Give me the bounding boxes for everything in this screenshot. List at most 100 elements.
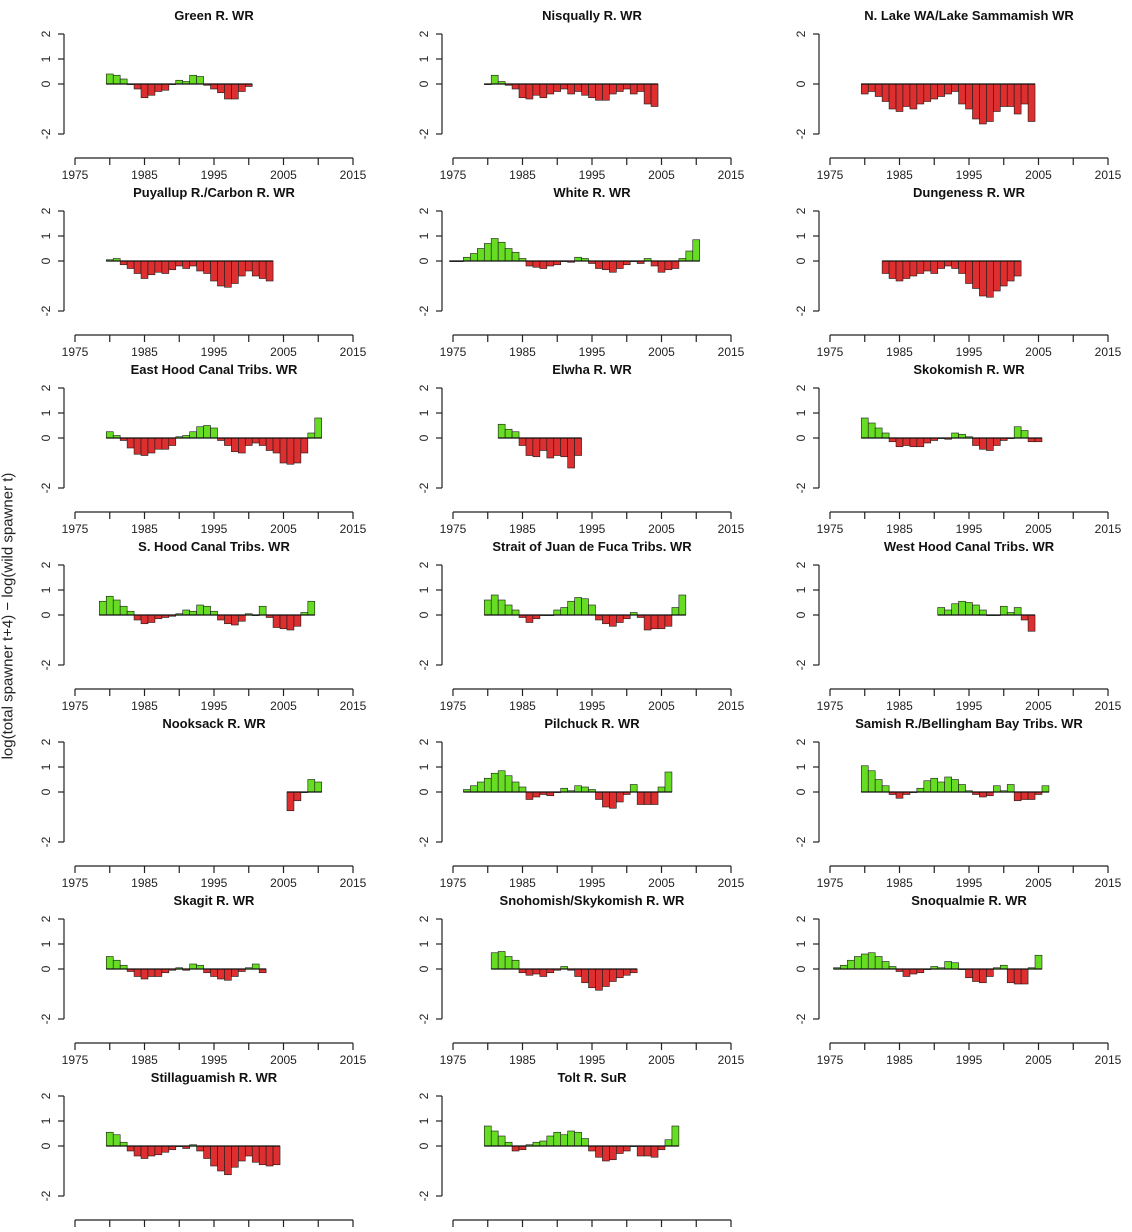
- y-tick-label: 2: [417, 1092, 431, 1099]
- bar: [643, 1145, 652, 1157]
- bar: [279, 437, 288, 464]
- x-tick-label: 1975: [440, 1053, 467, 1067]
- bar: [497, 770, 506, 793]
- bar: [511, 83, 520, 90]
- bar: [616, 968, 624, 979]
- bar: [1020, 614, 1029, 621]
- x-tick-label: 2005: [1025, 1053, 1052, 1067]
- bar: [112, 1134, 121, 1147]
- y-tick-label: -2: [417, 1190, 431, 1201]
- bar: [588, 968, 596, 989]
- x-tick-label: 1995: [201, 1053, 228, 1067]
- bar: [161, 1145, 170, 1153]
- bar: [133, 260, 142, 274]
- bar: [979, 260, 987, 297]
- panel: Nisqually R. WR -2 0 1 2 1975 1985 1995 2005 2015: [417, 8, 744, 182]
- bar: [567, 437, 575, 469]
- x-tick-label: 2005: [1025, 699, 1052, 713]
- bar: [539, 437, 548, 451]
- bar: [622, 1145, 631, 1152]
- bar: [581, 83, 589, 96]
- bar: [189, 963, 197, 970]
- bar: [937, 607, 945, 616]
- bar: [860, 953, 869, 970]
- bar: [958, 600, 966, 616]
- panel: Nooksack R. WR -2 0 1 2 1975 1985 1995 2005 2015: [39, 716, 366, 890]
- x-tick-label: 1975: [62, 522, 89, 536]
- panel-title: Elwha R. WR: [552, 362, 632, 377]
- bar: [105, 73, 114, 85]
- y-tick-label: 0: [417, 611, 431, 618]
- y-tick-label: 1: [794, 409, 808, 416]
- panel-title: Puyallup R./Carbon R. WR: [133, 185, 295, 200]
- bar: [944, 776, 952, 793]
- bar: [979, 968, 987, 984]
- bar: [951, 260, 959, 269]
- bar: [923, 83, 932, 102]
- bar: [182, 260, 190, 269]
- bar: [930, 83, 939, 100]
- y-tick-label: 0: [794, 965, 808, 972]
- x-tick-label: 2015: [718, 522, 745, 536]
- bar: [993, 83, 1001, 112]
- x-tick-label: 2015: [718, 699, 745, 713]
- y-tick-label: 1: [39, 55, 53, 62]
- y-tick-label: 2: [417, 915, 431, 922]
- bar: [105, 431, 114, 439]
- bar: [238, 260, 246, 277]
- y-tick-label: 2: [794, 738, 808, 745]
- bar: [972, 437, 980, 446]
- bar: [993, 437, 1001, 446]
- x-tick-label: 1985: [131, 345, 158, 359]
- bar: [867, 422, 876, 439]
- x-tick-label: 1985: [886, 522, 913, 536]
- panel-title: N. Lake WA/Lake Sammamish WR: [864, 8, 1074, 23]
- bar: [602, 1145, 610, 1162]
- bar: [314, 417, 323, 439]
- y-tick-label: 1: [794, 232, 808, 239]
- x-tick-label: 1985: [886, 876, 913, 890]
- y-tick-label: 1: [794, 763, 808, 770]
- bar: [140, 83, 149, 99]
- bar: [574, 1131, 582, 1147]
- y-tick-label: 0: [417, 80, 431, 87]
- bar: [881, 961, 890, 970]
- bar: [1020, 791, 1029, 800]
- y-tick-label: -2: [417, 836, 431, 847]
- bar: [944, 609, 952, 616]
- bar: [119, 78, 128, 85]
- x-tick-label: 2005: [270, 345, 297, 359]
- bar: [664, 260, 673, 271]
- bar: [490, 74, 499, 85]
- bar: [888, 260, 897, 279]
- x-tick-label: 1995: [201, 522, 228, 536]
- bar: [532, 83, 541, 96]
- bar: [511, 959, 520, 970]
- y-tick-label: -2: [794, 128, 808, 139]
- bar: [881, 83, 890, 102]
- bar: [140, 437, 149, 456]
- y-tick-label: 1: [39, 763, 53, 770]
- y-tick-label: 2: [39, 738, 53, 745]
- bar: [532, 968, 541, 975]
- bar: [532, 791, 541, 798]
- bar: [664, 1139, 673, 1147]
- panel-title: Stillaguamish R. WR: [151, 1070, 278, 1085]
- x-tick-label: 1995: [579, 345, 606, 359]
- bar: [657, 614, 666, 630]
- bar: [616, 1145, 624, 1154]
- y-tick-label: 0: [39, 434, 53, 441]
- bar: [916, 260, 925, 274]
- bar: [860, 83, 869, 95]
- bar: [224, 83, 232, 100]
- bar: [105, 595, 114, 616]
- x-tick-label: 1995: [579, 168, 606, 182]
- panel-title: Dungeness R. WR: [913, 185, 1026, 200]
- x-tick-label: 1985: [509, 345, 536, 359]
- y-tick-label: 2: [39, 915, 53, 922]
- x-tick-label: 1975: [62, 168, 89, 182]
- bar: [958, 83, 966, 105]
- bar: [685, 250, 694, 262]
- y-tick-label: -2: [417, 482, 431, 493]
